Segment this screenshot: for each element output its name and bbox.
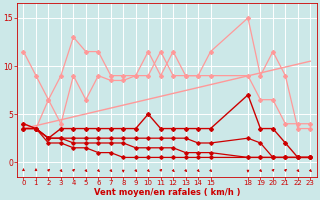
X-axis label: Vent moyen/en rafales ( km/h ): Vent moyen/en rafales ( km/h ) bbox=[94, 188, 240, 197]
